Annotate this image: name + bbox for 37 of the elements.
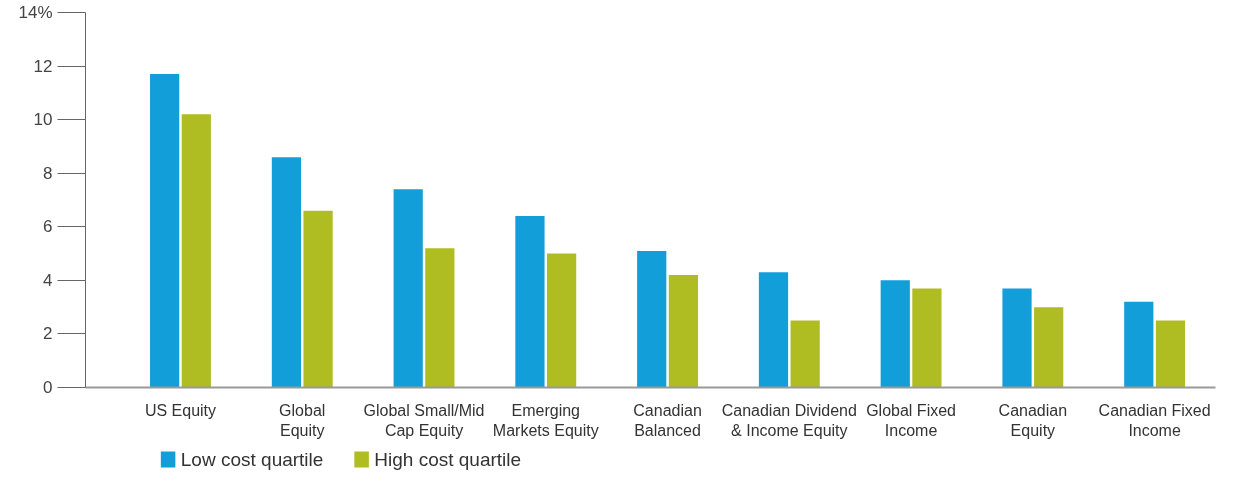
bar — [1124, 301, 1154, 388]
bar — [912, 288, 942, 388]
bar — [303, 210, 333, 388]
x-tick-label: Canadian Dividend & Income Equity — [721, 401, 857, 439]
bar — [790, 320, 820, 388]
y-tick-label: 12 — [33, 56, 53, 76]
bar — [515, 216, 545, 388]
legend-label: Low cost quartile — [180, 449, 324, 470]
y-tick-label: 8 — [43, 163, 53, 183]
x-tick-label: Emerging Markets Equity — [492, 401, 599, 439]
x-tick-label: Canadian Fixed Income — [1098, 401, 1211, 439]
x-tick-label: Global Equity — [279, 401, 326, 439]
legend-label: High cost quartile — [374, 449, 522, 470]
bar — [1034, 307, 1064, 388]
bar — [547, 253, 577, 388]
x-tick-label: Global Small/Mid Cap Equity — [363, 401, 485, 439]
y-tick-label: 14% — [18, 3, 53, 22]
x-tick-label: Canadian Balanced — [633, 401, 702, 439]
bar — [393, 189, 423, 388]
bar — [758, 272, 789, 388]
y-tick-label: 4 — [43, 270, 53, 290]
y-tick-label: 2 — [43, 324, 53, 344]
bar — [150, 74, 180, 388]
bar — [271, 157, 302, 388]
bar — [1155, 320, 1186, 388]
y-tick-label: 0 — [43, 378, 53, 397]
bar — [1002, 288, 1032, 388]
y-tick-label: 6 — [43, 217, 53, 237]
y-tick-label: 10 — [33, 110, 53, 130]
bar — [181, 114, 211, 388]
x-tick-label: US Equity — [144, 401, 217, 419]
bar — [637, 250, 667, 388]
bar — [668, 275, 698, 388]
bar — [880, 280, 910, 388]
x-tick-label: Global Fixed Income — [866, 401, 956, 439]
x-tick-label: Canadian Equity — [998, 401, 1068, 439]
bar — [425, 248, 455, 388]
